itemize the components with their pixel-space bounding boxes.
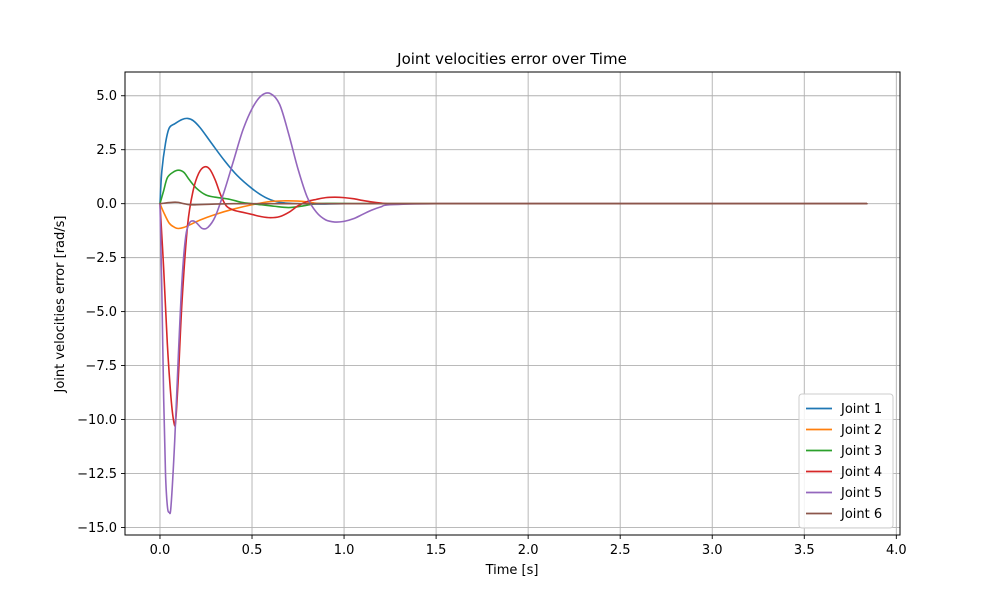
legend-label: Joint 1 — [840, 402, 882, 417]
x-tick-label: 1.5 — [426, 543, 447, 558]
x-tick-label: 2.5 — [610, 543, 631, 558]
legend-box — [798, 393, 894, 529]
y-tick-label: −5.0 — [85, 305, 117, 320]
y-tick-label: −12.5 — [77, 467, 117, 482]
legend-label: Joint 5 — [840, 486, 882, 501]
y-tick-label: 2.5 — [96, 143, 117, 158]
plot-frame — [124, 71, 901, 536]
series-lines — [159, 92, 868, 515]
y-tick-label: 5.0 — [96, 89, 117, 104]
plot-area — [125, 72, 900, 535]
legend: Joint 1 Joint 2 Joint 3 Joint 4 Joint 5 Joint… — [798, 393, 894, 529]
y-axis-label: Joint velocities error [rad/s] — [53, 216, 68, 394]
x-tick-label: 0.0 — [150, 543, 171, 558]
series-line-joint-5 — [159, 92, 868, 515]
x-axis-label: Time [s] — [485, 563, 539, 578]
y-tick-label: −10.0 — [77, 413, 117, 428]
y-tick-label: −15.0 — [77, 521, 117, 536]
chart-title: Joint velocities error over Time — [396, 50, 627, 68]
y-tick-label: −2.5 — [85, 251, 117, 266]
legend-label: Joint 2 — [840, 423, 882, 438]
y-tick-label: 0.0 — [96, 197, 117, 212]
legend-label: Joint 3 — [840, 444, 882, 459]
legend-label: Joint 6 — [840, 507, 882, 522]
series-line-joint-6 — [159, 201, 868, 206]
x-tick-label: 1.0 — [334, 543, 355, 558]
x-tick-label: 2.0 — [518, 543, 539, 558]
x-tick-label: 3.0 — [702, 543, 723, 558]
legend-label: Joint 4 — [840, 465, 882, 480]
y-tick-label: −7.5 — [85, 359, 117, 374]
x-tick-label: 3.5 — [794, 543, 815, 558]
x-tick-label: 4.0 — [886, 543, 907, 558]
x-tick-label: 0.5 — [242, 543, 263, 558]
axis-ticks: 0.0 0.5 1.0 1.5 2.0 2.5 3.0 3.5 4.0 5.0 2.5 0.0 −2.5… — [77, 89, 907, 558]
grid-lines — [125, 72, 900, 535]
